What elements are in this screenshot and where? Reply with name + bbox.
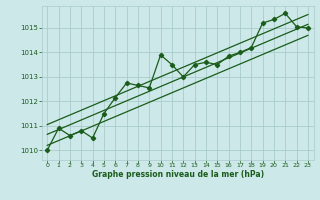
- X-axis label: Graphe pression niveau de la mer (hPa): Graphe pression niveau de la mer (hPa): [92, 170, 264, 179]
